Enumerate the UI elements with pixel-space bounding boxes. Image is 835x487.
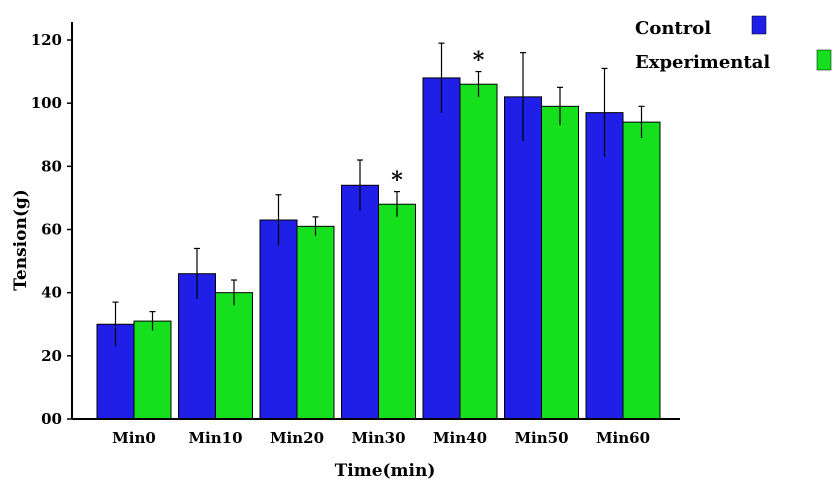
bar-control-min50 — [504, 96, 542, 420]
bar-control-min60 — [585, 112, 624, 420]
bar-control-min40 — [422, 77, 461, 420]
bar-experimental-min50 — [541, 105, 579, 420]
y-tick-label: 120 — [31, 31, 62, 49]
bar-experimental-min0 — [133, 320, 172, 420]
legend: Control Experimental — [635, 15, 832, 73]
bars-layer — [96, 77, 661, 420]
error-bars-layer — [112, 42, 645, 347]
x-tick-label: Min50 — [514, 429, 568, 447]
bar-experimental-min20 — [296, 225, 335, 420]
y-ticks: 00 20 40 60 80 100 120 — [31, 31, 72, 428]
bar-control-min20 — [259, 219, 298, 420]
y-tick-label: 60 — [41, 221, 62, 239]
bar-experimental-min30 — [378, 203, 416, 420]
y-axis-title: Tension(g) — [11, 189, 31, 291]
significance-mark-min30: * — [391, 168, 403, 194]
significance-mark-min40: * — [473, 48, 485, 74]
x-tick-label: Min10 — [188, 429, 242, 447]
x-axis-title: Time(min) — [335, 461, 436, 481]
x-tick-label: Min20 — [270, 429, 324, 447]
x-tick-label: Min30 — [351, 429, 405, 447]
y-tick-label: 20 — [41, 347, 62, 365]
legend-label-experimental: Experimental — [635, 52, 770, 73]
y-tick-label: 100 — [31, 94, 62, 112]
bar-experimental-min60 — [622, 121, 661, 420]
bar-control-min30 — [341, 184, 379, 420]
legend-swatch-control — [751, 15, 767, 35]
x-tick-label: Min40 — [433, 429, 487, 447]
y-tick-label: 00 — [41, 410, 62, 428]
legend-swatch-experimental — [816, 49, 832, 71]
x-ticks: Min0 Min10 Min20 Min30 Min40 Min50 Min60 — [112, 429, 650, 447]
annotations-layer: ** — [391, 48, 485, 194]
y-tick-label: 40 — [41, 284, 62, 302]
x-tick-label: Min60 — [596, 429, 650, 447]
x-tick-label: Min0 — [112, 429, 156, 447]
legend-label-control: Control — [635, 18, 711, 39]
bar-experimental-min40 — [459, 83, 498, 420]
bar-experimental-min10 — [215, 292, 253, 420]
y-tick-label: 80 — [41, 157, 62, 175]
